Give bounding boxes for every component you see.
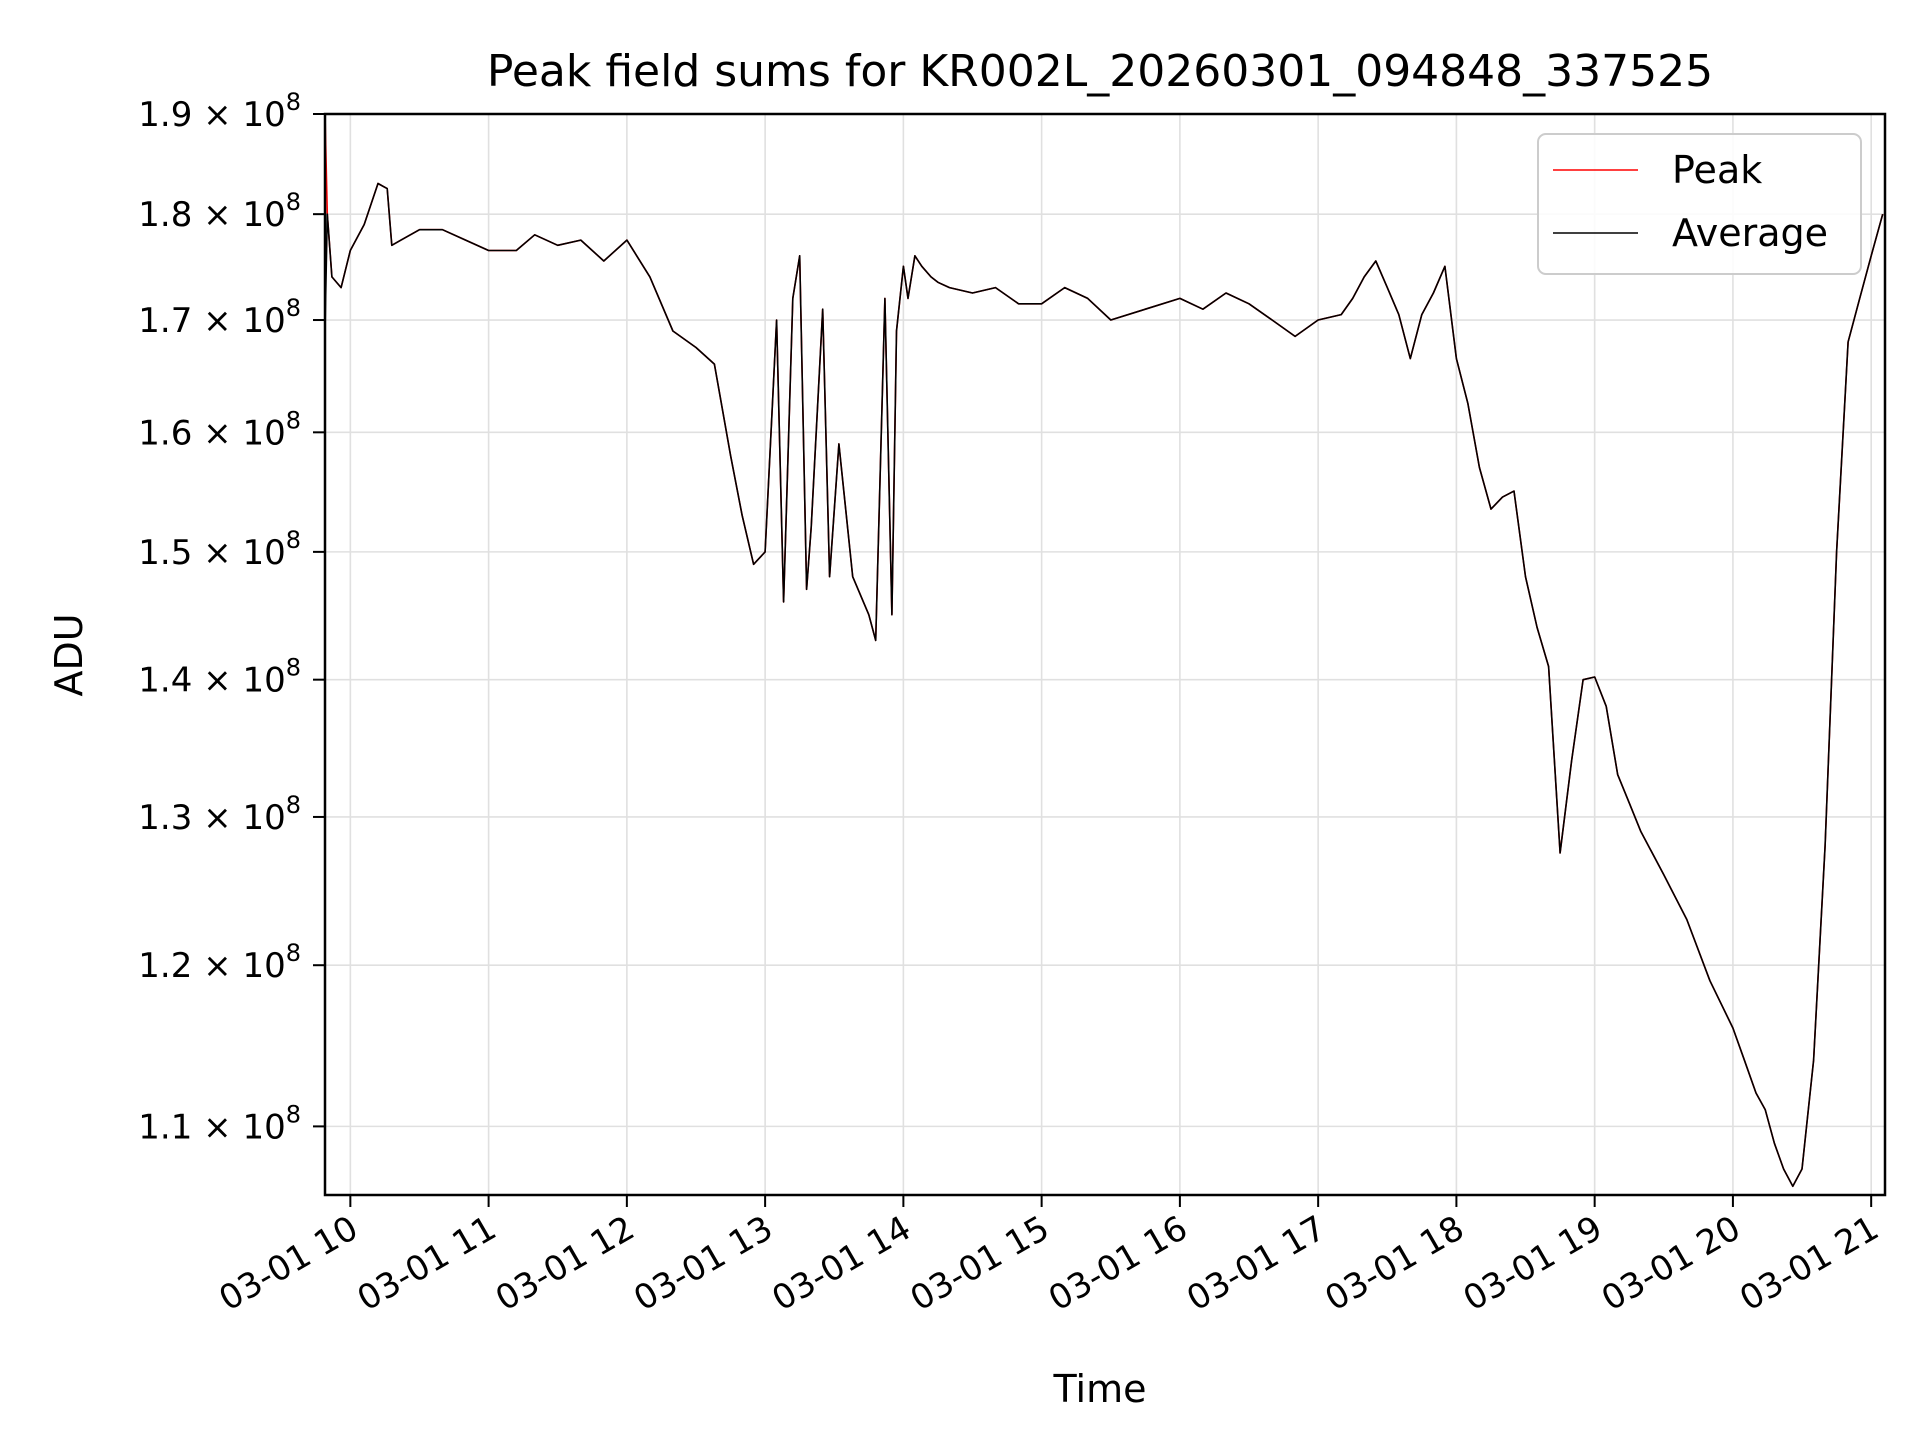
legend-label-peak: Peak bbox=[1672, 148, 1762, 192]
y-tick-label: 1.2 × 108 bbox=[138, 939, 301, 986]
x-axis-label: Time bbox=[1053, 1367, 1147, 1411]
y-tick-label: 1.1 × 108 bbox=[138, 1100, 301, 1147]
chart-title: Peak field sums for KR002L_20260301_0948… bbox=[487, 46, 1713, 97]
plot-area bbox=[325, 114, 1884, 1188]
y-tick-label: 1.7 × 108 bbox=[138, 294, 301, 341]
legend: Peak Average bbox=[1537, 133, 1862, 275]
y-tick-label: 1.9 × 108 bbox=[138, 88, 301, 135]
y-tick-label: 1.5 × 108 bbox=[138, 526, 301, 573]
y-tick-label: 1.8 × 108 bbox=[138, 188, 301, 235]
y-tick-label: 1.6 × 108 bbox=[138, 406, 301, 453]
y-axis: 1.1 × 108 1.2 × 108 1.3 × 108 1.4 × 108 1.5 … bbox=[138, 88, 325, 1147]
series-line-average bbox=[325, 182, 1884, 1188]
legend-box bbox=[1537, 133, 1862, 275]
y-tick-label: 1.4 × 108 bbox=[138, 654, 301, 701]
legend-label-average: Average bbox=[1672, 211, 1828, 255]
y-tick-label: 1.3 × 108 bbox=[138, 791, 301, 838]
y-axis-label: ADU bbox=[47, 613, 91, 696]
axes-frame bbox=[323, 112, 1887, 1197]
